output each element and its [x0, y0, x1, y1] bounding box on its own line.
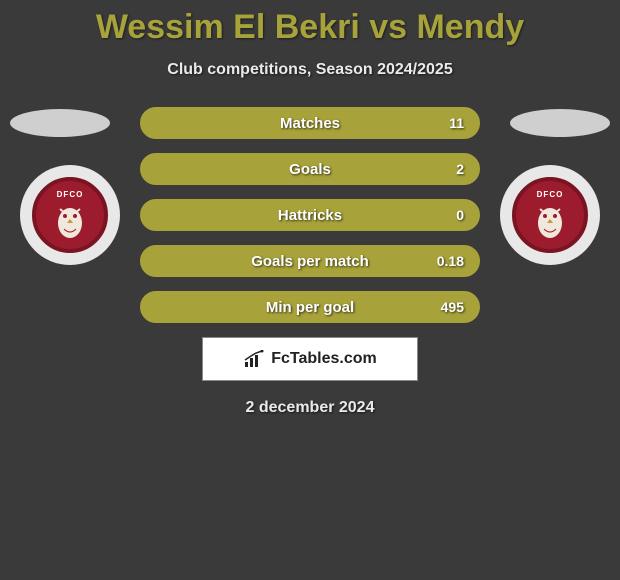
- stat-value: 11: [449, 115, 464, 131]
- club-abbr-left: DFCO: [57, 190, 84, 199]
- comparison-panel: DFCO DFCO: [0, 107, 620, 417]
- stat-label: Goals: [289, 161, 331, 178]
- stat-label: Matches: [280, 115, 340, 132]
- stat-bar: Goals per match 0.18: [140, 245, 480, 277]
- stat-bar: Matches 11: [140, 107, 480, 139]
- stat-bars: Matches 11 Goals 2 Hattricks 0 Goals per…: [140, 107, 480, 323]
- brand-attribution[interactable]: FcTables.com: [202, 337, 418, 381]
- stat-label: Min per goal: [266, 299, 354, 316]
- stat-label: Hattricks: [278, 207, 342, 224]
- stat-value: 0: [456, 207, 464, 223]
- stat-bar: Min per goal 495: [140, 291, 480, 323]
- owl-icon: [532, 201, 568, 241]
- club-badge-left: DFCO: [20, 165, 120, 265]
- player-right-silhouette: [510, 109, 610, 137]
- stat-value: 2: [456, 161, 464, 177]
- club-crest-left: DFCO: [32, 177, 108, 253]
- club-badge-right: DFCO: [500, 165, 600, 265]
- date-label: 2 december 2024: [0, 399, 620, 417]
- stat-label: Goals per match: [251, 253, 369, 270]
- club-crest-right: DFCO: [512, 177, 588, 253]
- stat-value: 495: [441, 299, 464, 315]
- chart-icon: [243, 350, 265, 368]
- player-left-silhouette: [10, 109, 110, 137]
- stat-bar: Goals 2: [140, 153, 480, 185]
- stat-bar: Hattricks 0: [140, 199, 480, 231]
- page-title: Wessim El Bekri vs Mendy: [0, 0, 620, 47]
- owl-icon: [52, 201, 88, 241]
- subtitle: Club competitions, Season 2024/2025: [0, 61, 620, 79]
- brand-name: FcTables.com: [271, 350, 377, 368]
- club-abbr-right: DFCO: [537, 190, 564, 199]
- stat-value: 0.18: [437, 253, 464, 269]
